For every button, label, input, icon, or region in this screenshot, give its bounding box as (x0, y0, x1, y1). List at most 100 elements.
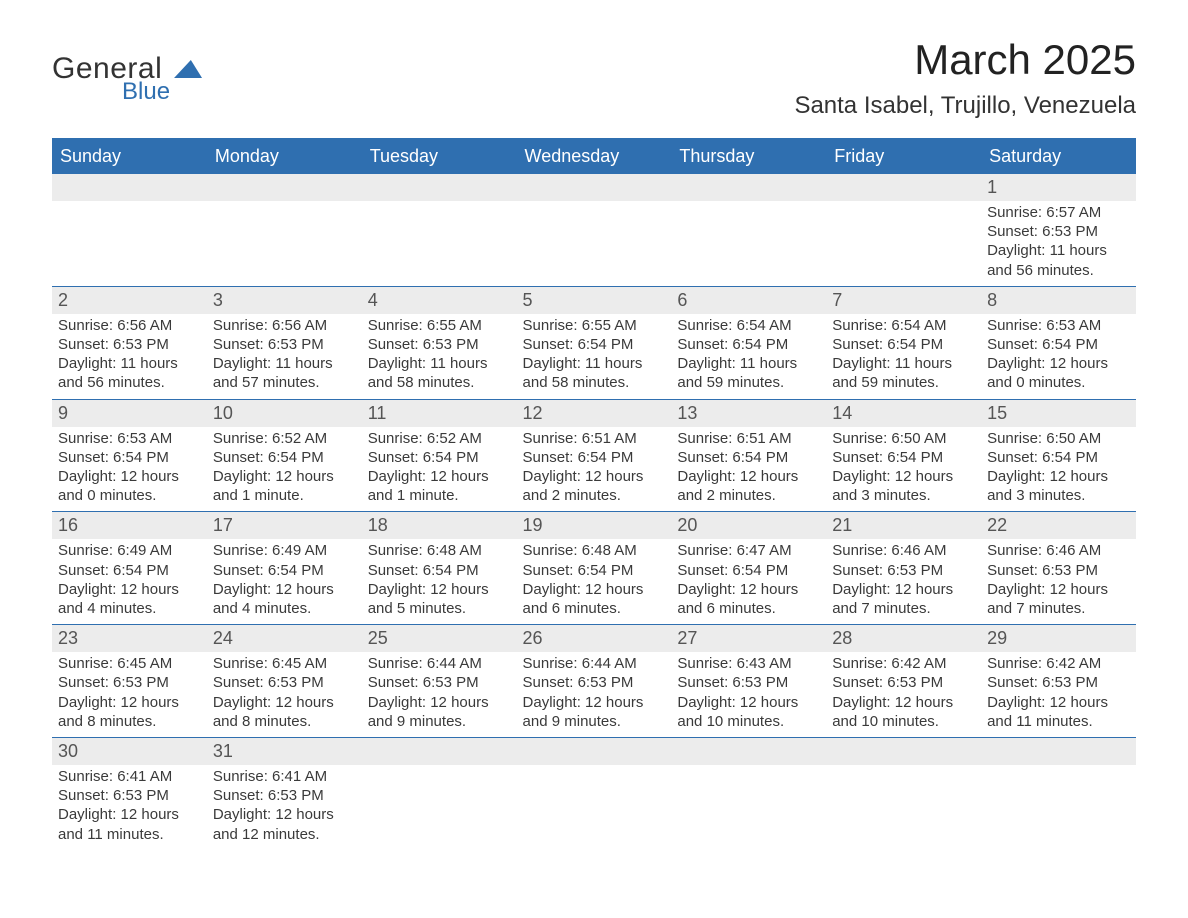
day-number-cell: 1 (981, 174, 1136, 202)
day-number-cell: 12 (517, 399, 672, 427)
day-data-cell: Sunrise: 6:50 AMSunset: 6:54 PMDaylight:… (981, 427, 1136, 512)
daylight-text-1: Daylight: 12 hours (987, 354, 1130, 373)
sunset-text: Sunset: 6:54 PM (677, 448, 820, 467)
sunset-text: Sunset: 6:54 PM (677, 335, 820, 354)
month-title: March 2025 (794, 36, 1136, 84)
day-number: 30 (58, 741, 78, 761)
week-daynum-row: 2345678 (52, 286, 1136, 314)
day-data-cell: Sunrise: 6:50 AMSunset: 6:54 PMDaylight:… (826, 427, 981, 512)
daylight-text-2: and 9 minutes. (368, 712, 511, 731)
sunset-text: Sunset: 6:53 PM (213, 673, 356, 692)
day-number-cell: 3 (207, 286, 362, 314)
daylight-text-2: and 11 minutes. (987, 712, 1130, 731)
day-number: 26 (523, 628, 543, 648)
calendar-table: Sunday Monday Tuesday Wednesday Thursday… (52, 138, 1136, 850)
sunrise-text: Sunrise: 6:41 AM (213, 767, 356, 786)
sunrise-text: Sunrise: 6:46 AM (832, 541, 975, 560)
sunset-text: Sunset: 6:54 PM (832, 448, 975, 467)
day-number-cell: 30 (52, 737, 207, 765)
sunrise-text: Sunrise: 6:48 AM (368, 541, 511, 560)
daylight-text-1: Daylight: 11 hours (677, 354, 820, 373)
logo-text: General Blue (52, 54, 170, 104)
daylight-text-2: and 4 minutes. (58, 599, 201, 618)
daylight-text-1: Daylight: 12 hours (523, 580, 666, 599)
day-number-cell: 17 (207, 512, 362, 540)
sunrise-text: Sunrise: 6:56 AM (213, 316, 356, 335)
day-number: 31 (213, 741, 233, 761)
day-number-cell: 28 (826, 625, 981, 653)
week-daynum-row: 30 31 (52, 737, 1136, 765)
sunrise-text: Sunrise: 6:55 AM (368, 316, 511, 335)
logo: General Blue (52, 36, 202, 104)
day-number: 13 (677, 403, 697, 423)
daylight-text-2: and 7 minutes. (832, 599, 975, 618)
daylight-text-1: Daylight: 12 hours (677, 693, 820, 712)
week-daynum-row: 1 (52, 174, 1136, 202)
sunrise-text: Sunrise: 6:48 AM (523, 541, 666, 560)
daylight-text-1: Daylight: 12 hours (523, 467, 666, 486)
week-data-row: Sunrise: 6:49 AMSunset: 6:54 PMDaylight:… (52, 539, 1136, 624)
sunset-text: Sunset: 6:54 PM (58, 448, 201, 467)
sunrise-text: Sunrise: 6:52 AM (368, 429, 511, 448)
day-number-cell: 27 (671, 625, 826, 653)
day-number-cell: 26 (517, 625, 672, 653)
daylight-text-1: Daylight: 12 hours (213, 580, 356, 599)
sunset-text: Sunset: 6:53 PM (368, 673, 511, 692)
day-number: 11 (368, 403, 387, 423)
daylight-text-1: Daylight: 12 hours (987, 693, 1130, 712)
day-number-cell (207, 174, 362, 202)
day-data-cell: Sunrise: 6:56 AMSunset: 6:53 PMDaylight:… (207, 314, 362, 399)
daylight-text-1: Daylight: 11 hours (368, 354, 511, 373)
sunset-text: Sunset: 6:53 PM (58, 786, 201, 805)
day-number-cell: 8 (981, 286, 1136, 314)
daylight-text-1: Daylight: 12 hours (832, 467, 975, 486)
day-number: 28 (832, 628, 852, 648)
day-number: 7 (832, 290, 842, 310)
sunset-text: Sunset: 6:54 PM (213, 448, 356, 467)
day-number: 3 (213, 290, 223, 310)
sunset-text: Sunset: 6:54 PM (523, 561, 666, 580)
sunset-text: Sunset: 6:54 PM (368, 448, 511, 467)
sunrise-text: Sunrise: 6:53 AM (987, 316, 1130, 335)
day-number-cell (517, 737, 672, 765)
daylight-text-1: Daylight: 12 hours (368, 467, 511, 486)
sunset-text: Sunset: 6:53 PM (368, 335, 511, 354)
day-data-cell: Sunrise: 6:42 AMSunset: 6:53 PMDaylight:… (826, 652, 981, 737)
day-data-cell (981, 765, 1136, 850)
day-number: 18 (368, 515, 388, 535)
day-number-cell: 13 (671, 399, 826, 427)
sunset-text: Sunset: 6:53 PM (987, 673, 1130, 692)
day-number-cell: 31 (207, 737, 362, 765)
day-number: 14 (832, 403, 852, 423)
day-data-cell (517, 201, 672, 286)
week-data-row: Sunrise: 6:53 AMSunset: 6:54 PMDaylight:… (52, 427, 1136, 512)
day-data-cell: Sunrise: 6:46 AMSunset: 6:53 PMDaylight:… (981, 539, 1136, 624)
daylight-text-1: Daylight: 12 hours (677, 467, 820, 486)
sunrise-text: Sunrise: 6:51 AM (677, 429, 820, 448)
daylight-text-2: and 3 minutes. (987, 486, 1130, 505)
day-number: 8 (987, 290, 997, 310)
week-daynum-row: 23242526272829 (52, 625, 1136, 653)
day-data-cell: Sunrise: 6:44 AMSunset: 6:53 PMDaylight:… (362, 652, 517, 737)
daylight-text-2: and 0 minutes. (987, 373, 1130, 392)
sunrise-text: Sunrise: 6:50 AM (987, 429, 1130, 448)
daylight-text-2: and 3 minutes. (832, 486, 975, 505)
day-header: Wednesday (517, 139, 672, 174)
day-data-cell: Sunrise: 6:55 AMSunset: 6:53 PMDaylight:… (362, 314, 517, 399)
sunset-text: Sunset: 6:53 PM (987, 222, 1130, 241)
day-data-cell: Sunrise: 6:48 AMSunset: 6:54 PMDaylight:… (517, 539, 672, 624)
day-data-cell: Sunrise: 6:49 AMSunset: 6:54 PMDaylight:… (52, 539, 207, 624)
day-number-cell (362, 737, 517, 765)
day-number: 29 (987, 628, 1007, 648)
week-data-row: Sunrise: 6:57 AMSunset: 6:53 PMDaylight:… (52, 201, 1136, 286)
daylight-text-2: and 4 minutes. (213, 599, 356, 618)
day-number-cell (981, 737, 1136, 765)
sunrise-text: Sunrise: 6:53 AM (58, 429, 201, 448)
day-number-cell: 4 (362, 286, 517, 314)
day-number-cell: 21 (826, 512, 981, 540)
day-number: 1 (987, 177, 997, 197)
day-number: 22 (987, 515, 1007, 535)
sunset-text: Sunset: 6:53 PM (677, 673, 820, 692)
sunrise-text: Sunrise: 6:46 AM (987, 541, 1130, 560)
sunrise-text: Sunrise: 6:45 AM (58, 654, 201, 673)
